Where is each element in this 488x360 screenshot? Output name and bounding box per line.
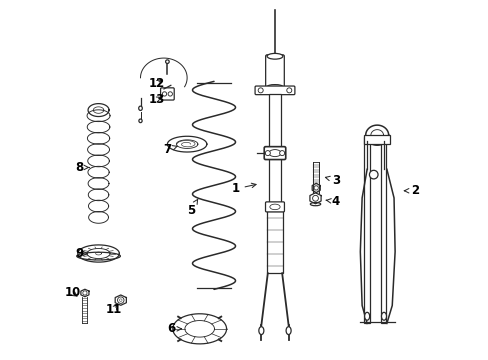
FancyBboxPatch shape [265, 55, 284, 88]
Ellipse shape [381, 312, 386, 320]
Bar [269, 158, 280, 209]
Circle shape [286, 88, 291, 93]
Circle shape [168, 92, 172, 96]
Circle shape [162, 92, 166, 96]
Polygon shape [365, 125, 388, 145]
Bar [266, 211, 282, 273]
Text: 7: 7 [163, 143, 177, 156]
Ellipse shape [268, 150, 281, 157]
Circle shape [369, 170, 377, 179]
Circle shape [117, 297, 124, 303]
Polygon shape [87, 144, 109, 156]
Polygon shape [88, 200, 108, 212]
Polygon shape [172, 314, 226, 344]
Text: 8: 8 [75, 161, 89, 174]
Text: 2: 2 [404, 184, 418, 197]
Ellipse shape [139, 119, 142, 123]
Text: 9: 9 [75, 247, 87, 260]
Text: 12: 12 [148, 77, 164, 90]
FancyBboxPatch shape [264, 147, 285, 159]
Ellipse shape [258, 327, 264, 334]
Bar [268, 94, 281, 148]
Ellipse shape [364, 312, 369, 320]
Text: 11: 11 [105, 303, 122, 316]
Bar [363, 137, 369, 323]
Ellipse shape [77, 252, 120, 260]
Polygon shape [88, 189, 108, 201]
Text: 1: 1 [231, 183, 256, 195]
Bar [363, 135, 389, 144]
Polygon shape [87, 110, 110, 122]
Text: 3: 3 [325, 174, 339, 186]
Ellipse shape [310, 202, 320, 206]
Polygon shape [87, 132, 109, 144]
FancyBboxPatch shape [160, 88, 174, 100]
Polygon shape [81, 289, 89, 297]
Polygon shape [167, 136, 206, 152]
Polygon shape [87, 121, 110, 133]
Ellipse shape [285, 327, 290, 334]
Polygon shape [88, 104, 109, 117]
Ellipse shape [266, 53, 282, 59]
Circle shape [279, 150, 284, 156]
FancyBboxPatch shape [265, 202, 284, 212]
Circle shape [312, 195, 318, 201]
Ellipse shape [266, 85, 282, 89]
Circle shape [258, 88, 263, 93]
Polygon shape [78, 245, 119, 262]
Text: 4: 4 [325, 195, 339, 208]
Polygon shape [87, 155, 109, 167]
Polygon shape [311, 183, 320, 193]
Circle shape [82, 291, 87, 295]
Text: 6: 6 [166, 322, 181, 335]
Polygon shape [115, 295, 126, 305]
FancyBboxPatch shape [255, 86, 294, 95]
Ellipse shape [165, 60, 169, 63]
Circle shape [119, 299, 122, 301]
Polygon shape [88, 166, 109, 178]
Polygon shape [309, 193, 321, 204]
Circle shape [265, 150, 270, 156]
Ellipse shape [139, 106, 142, 111]
Ellipse shape [269, 204, 280, 210]
Bar [380, 137, 386, 323]
Polygon shape [88, 177, 109, 189]
Text: 5: 5 [186, 199, 198, 217]
Text: 10: 10 [64, 287, 81, 300]
Circle shape [313, 186, 318, 190]
Polygon shape [88, 212, 108, 223]
Text: 13: 13 [148, 93, 164, 106]
